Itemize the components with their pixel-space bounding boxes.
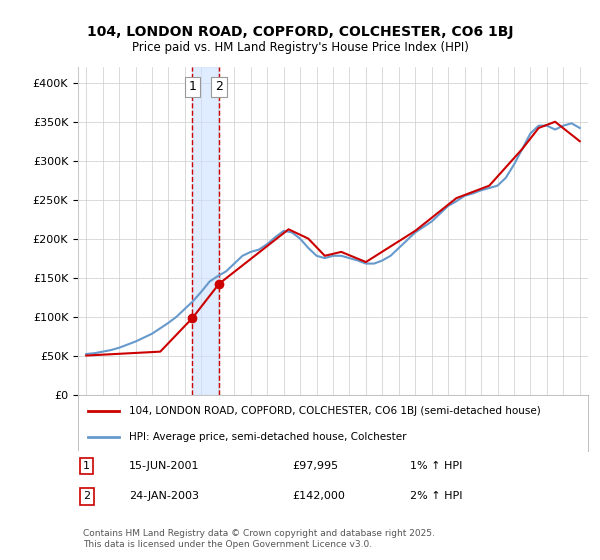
Text: 24-JAN-2003: 24-JAN-2003: [129, 491, 199, 501]
Bar: [193, 67, 219, 394]
Text: 15-JUN-2001: 15-JUN-2001: [129, 461, 199, 471]
Text: 104, LONDON ROAD, COPFORD, COLCHESTER, CO6 1BJ: 104, LONDON ROAD, COPFORD, COLCHESTER, C…: [87, 25, 513, 39]
Text: 2: 2: [215, 80, 223, 94]
Text: 1% ↑ HPI: 1% ↑ HPI: [409, 461, 462, 471]
Text: 1: 1: [188, 80, 196, 94]
Text: Price paid vs. HM Land Registry's House Price Index (HPI): Price paid vs. HM Land Registry's House …: [131, 41, 469, 54]
Text: HPI: Average price, semi-detached house, Colchester: HPI: Average price, semi-detached house,…: [129, 432, 407, 442]
Text: £97,995: £97,995: [292, 461, 338, 471]
Text: £142,000: £142,000: [292, 491, 345, 501]
Text: 104, LONDON ROAD, COPFORD, COLCHESTER, CO6 1BJ (semi-detached house): 104, LONDON ROAD, COPFORD, COLCHESTER, C…: [129, 407, 541, 416]
Text: 2% ↑ HPI: 2% ↑ HPI: [409, 491, 462, 501]
Text: Contains HM Land Registry data © Crown copyright and database right 2025.
This d: Contains HM Land Registry data © Crown c…: [83, 529, 435, 549]
Text: 1: 1: [83, 461, 90, 471]
Text: 2: 2: [83, 491, 90, 501]
